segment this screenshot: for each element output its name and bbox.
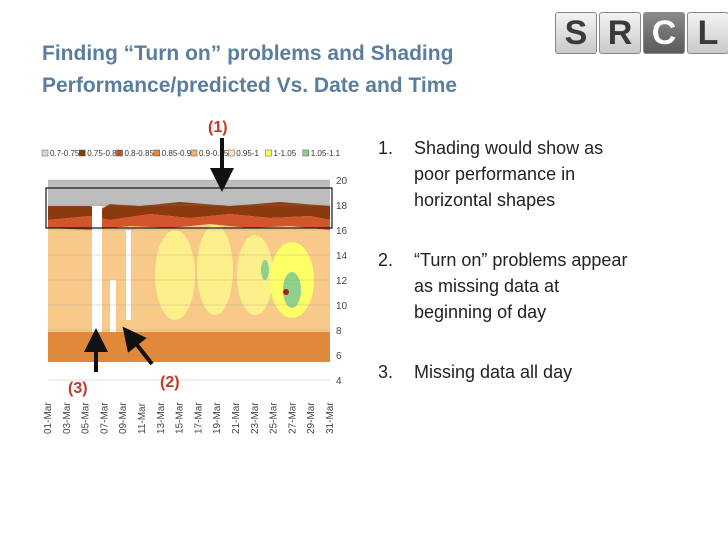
bullet-number: 3. — [378, 362, 394, 382]
x-tick-label: 09-Mar — [118, 402, 129, 434]
callout-2-label: (2) — [160, 374, 180, 391]
y-tick-label: 18 — [336, 201, 348, 212]
y-tick-label: 20 — [336, 176, 348, 187]
legend-label: 1.05-1.1 — [311, 149, 341, 158]
x-tick-label: 29-Mar — [306, 402, 317, 434]
y-tick-label: 10 — [336, 301, 348, 312]
legend-label: 0.75-0.8 — [87, 149, 117, 158]
legend-label: 0.7-0.75 — [50, 149, 80, 158]
y-tick-label: 8 — [336, 326, 342, 337]
bullet-item: 1. Shading would show as poor performanc… — [378, 135, 708, 213]
chart-legend: 0.7-0.75 0.75-0.8 0.8-0.85 0.85-0.9 0.9-0.95… — [41, 149, 341, 158]
y-tick-label: 6 — [336, 351, 342, 362]
bullet-line: Shading would show as — [414, 138, 604, 158]
srcl-logo: S R C L — [555, 12, 728, 54]
title-line-1: Finding “Turn on” problems and Shading — [42, 42, 454, 65]
x-tick-label: 21-Mar — [231, 402, 242, 434]
bullet-line: horizontal shapes — [414, 190, 556, 210]
x-tick-label: 11-Mar — [137, 402, 148, 434]
bullet-line: Missing data all day — [414, 362, 573, 382]
x-tick-label: 03-Mar — [62, 402, 73, 434]
missing-day-strip — [92, 206, 102, 356]
logo-letter-l: L — [687, 12, 728, 54]
callout-1-label: (1) — [208, 119, 228, 136]
y-tick-label: 14 — [336, 251, 348, 262]
green-region — [261, 260, 269, 280]
yellow-region — [197, 225, 233, 315]
legend-swatch — [265, 149, 272, 157]
top-gray-band — [48, 180, 330, 206]
yellow-region — [155, 230, 195, 320]
x-tick-label: 19-Mar — [212, 402, 223, 434]
bullet-line: as missing data at — [414, 276, 560, 296]
bullet-item: 3. Missing data all day — [378, 359, 708, 385]
red-fringe — [48, 214, 330, 230]
lower-band — [48, 332, 330, 362]
bullet-number: 1. — [378, 138, 394, 158]
y-tick-label: 4 — [336, 376, 342, 387]
legend-swatch — [41, 149, 49, 157]
hot-spot — [283, 289, 289, 295]
legend-swatch — [302, 149, 309, 157]
legend-swatch — [116, 149, 123, 157]
bullet-line: poor performance in — [414, 164, 576, 184]
legend-label: 0.9-0.95 — [199, 149, 229, 158]
x-tick-label: 17-Mar — [193, 402, 204, 434]
bullet-item: 2. “Turn on” problems appear as missing … — [378, 247, 708, 325]
logo-letter-s: S — [555, 12, 597, 54]
logo-letter-c: C — [643, 12, 685, 54]
shading-highlight-box — [45, 187, 333, 229]
bullet-line: “Turn on” problems appear — [414, 250, 628, 270]
dark-fringe — [48, 202, 330, 220]
legend-label: 0.85-0.9 — [162, 149, 192, 158]
callout-3-label: (3) — [68, 380, 88, 397]
x-tick-label: 23-Mar — [250, 402, 261, 434]
x-axis: 01-Mar 03-Mar 05-Mar 07-Mar 09-Mar 11-Mar 13-M… — [43, 402, 336, 434]
x-tick-label: 25-Mar — [269, 402, 280, 434]
legend-swatch — [79, 149, 86, 157]
x-tick-label: 01-Mar — [43, 402, 54, 434]
heatmap-chart: 0.7-0.75 0.75-0.8 0.8-0.85 0.85-0.9 0.9-0.95… — [30, 110, 370, 440]
bullet-list: 1. Shading would show as poor performanc… — [378, 135, 708, 385]
title-line-2: Performance/predicted Vs. Date and Time — [42, 74, 458, 97]
x-tick-label: 13-Mar — [156, 402, 167, 434]
bullet-line: beginning of day — [414, 302, 547, 322]
x-tick-label: 31-Mar — [325, 402, 336, 434]
legend-label: 0.95-1 — [236, 149, 259, 158]
logo-letter-r: R — [599, 12, 641, 54]
legend-label: 0.8-0.85 — [125, 149, 155, 158]
legend-swatch — [190, 149, 198, 157]
x-tick-label: 05-Mar — [81, 402, 92, 434]
legend-swatch — [228, 149, 235, 157]
callout-2-arrow — [122, 326, 154, 366]
y-tick-label: 12 — [336, 276, 348, 287]
legend-label: 1-1.05 — [274, 149, 297, 158]
x-tick-label: 07-Mar — [99, 402, 110, 434]
turn-on-gap — [126, 230, 131, 320]
y-axis: 20 18 16 14 12 10 8 6 4 — [48, 176, 348, 387]
y-tick-label: 16 — [336, 226, 348, 237]
heatmap-svg: 0.7-0.75 0.75-0.8 0.8-0.85 0.85-0.9 0.9-0.95… — [41, 119, 348, 434]
x-tick-label: 15-Mar — [175, 402, 186, 434]
turn-on-gap — [110, 280, 116, 338]
slide-title: Finding “Turn on” problems and Shading P… — [42, 38, 562, 102]
green-region — [283, 272, 301, 308]
x-tick-label: 27-Mar — [287, 402, 298, 434]
bullet-number: 2. — [378, 250, 394, 270]
legend-swatch — [153, 149, 160, 157]
